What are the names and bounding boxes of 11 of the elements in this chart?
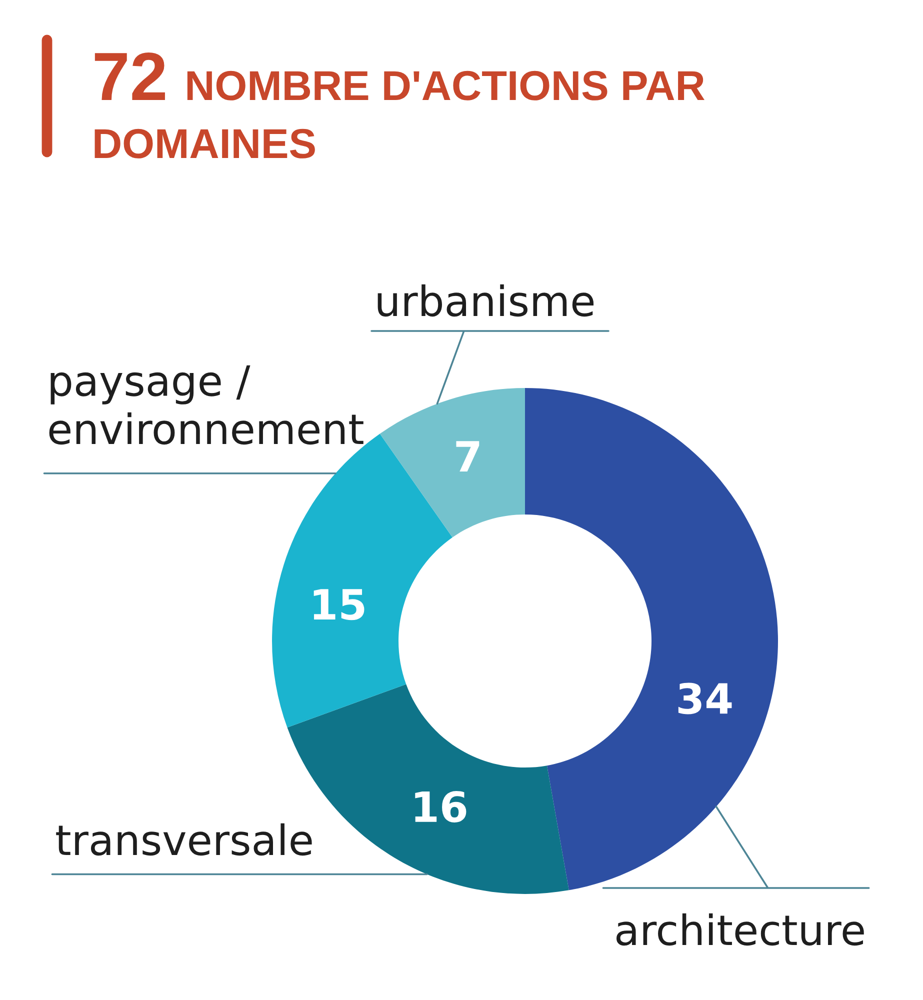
chart-title: 72 NOMBRE D'ACTIONS PAR DOMAINES [94, 52, 705, 158]
slice-label: architecture [616, 913, 864, 946]
data-label: 15 [314, 589, 364, 620]
data-label: 7 [456, 441, 480, 472]
slice-label: paysage / environnement [49, 365, 364, 445]
slice-label: transversale [56, 823, 312, 856]
data-label: 16 [415, 790, 466, 822]
donut-slice [380, 388, 525, 538]
donut-slice [525, 388, 778, 890]
data-label: 34 [678, 682, 732, 714]
slice-label: urbanisme [378, 284, 594, 317]
